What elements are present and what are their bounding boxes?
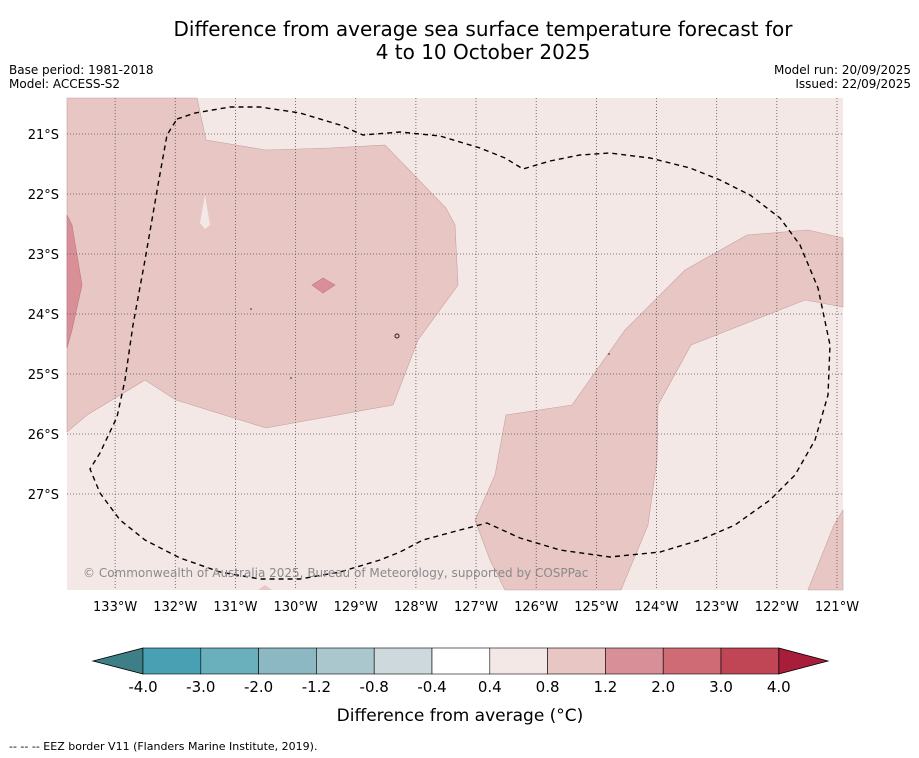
colorbar-bin (200, 647, 259, 675)
south-east-warm-band (474, 229, 844, 591)
colorbar-tick-label: -4.0 (128, 678, 157, 696)
lon-tick-label: 125°W (574, 600, 618, 615)
latitude-labels: 21°S 22°S 23°S 24°S 25°S 26°S 27°S (28, 128, 59, 503)
chart-title: Difference from average sea surface temp… (0, 18, 919, 64)
colorbar-extend-min (91, 647, 144, 675)
colorbar-tick-label: -1.2 (302, 678, 331, 696)
colorbar-label: Difference from average (°C) (337, 706, 584, 726)
lat-tick-label: 21°S (28, 128, 59, 143)
colorbar-bin (316, 647, 375, 675)
colorbar-extend-max (778, 647, 830, 675)
lat-tick-label: 25°S (28, 368, 59, 383)
meta-right: Model run: 20/09/2025 Issued: 22/09/2025 (774, 63, 911, 91)
map-area: © Commonwealth of Australia 2025, Bureau… (28, 97, 859, 615)
copyright-text: © Commonwealth of Australia 2025, Bureau… (83, 566, 588, 580)
colorbar-bin (605, 647, 664, 675)
colorbar-bin (547, 647, 606, 675)
lon-tick-label: 123°W (695, 600, 739, 615)
lon-tick-label: 132°W (153, 600, 197, 615)
lat-tick-label: 24°S (28, 308, 59, 323)
colorbar-bin (258, 647, 317, 675)
white-gap (200, 195, 210, 229)
south-east-corner-warm (807, 508, 844, 591)
longitude-labels: 133°W 132°W 131°W 130°W 129°W 128°W 127°W 126°W… (93, 600, 859, 615)
lon-tick-label: 127°W (454, 600, 498, 615)
lon-tick-label: 133°W (93, 600, 137, 615)
colorbar-bin (431, 647, 491, 675)
colorbar-bin (662, 647, 722, 675)
tiny-spot-3 (290, 377, 292, 379)
colorbar-tick-label: 0.8 (536, 678, 560, 696)
bottom-edge-warm (258, 585, 272, 590)
colorbar-tick-label: 3.0 (709, 678, 733, 696)
colorbar-tick-label: -3.0 (186, 678, 215, 696)
lat-tick-label: 22°S (28, 188, 59, 203)
title-line-2: 4 to 10 October 2025 (375, 40, 591, 64)
colorbar-tick-label: -0.8 (360, 678, 389, 696)
title-line-1: Difference from average sea surface temp… (173, 17, 793, 41)
tiny-spot-4 (608, 353, 610, 355)
colorbar-tick-label: -2.0 (244, 678, 273, 696)
base-period: Base period: 1981-2018 (9, 63, 154, 77)
anomaly-regions (66, 97, 844, 591)
lat-tick-label: 26°S (28, 428, 59, 443)
tiny-spot-1 (394, 333, 400, 339)
lon-tick-label: 126°W (514, 600, 558, 615)
map-gridlines (67, 98, 843, 590)
tiny-spot-2 (250, 308, 252, 310)
colorbar-tick-label: 0.4 (478, 678, 502, 696)
colorbar-tick-label: 4.0 (767, 678, 791, 696)
lon-tick-label: 131°W (213, 600, 257, 615)
colorbar-bin (373, 647, 433, 675)
colorbar-tick-label: 1.2 (593, 678, 617, 696)
eez-border (89, 106, 831, 580)
west-edge-warm-patch (66, 214, 83, 349)
central-warm-spot (311, 277, 336, 294)
north-west-warm-area (66, 97, 459, 433)
colorbar-bin (142, 647, 202, 675)
issued-date: Issued: 22/09/2025 (795, 77, 911, 91)
lon-tick-label: 122°W (755, 600, 799, 615)
model-name: Model: ACCESS-S2 (9, 77, 121, 91)
lat-tick-label: 27°S (28, 488, 59, 503)
model-run: Model run: 20/09/2025 (773, 63, 911, 77)
colorbar-tick-label: 2.0 (651, 678, 675, 696)
lon-tick-label: 128°W (394, 600, 438, 615)
lon-tick-label: 129°W (334, 600, 378, 615)
lon-tick-label: 121°W (815, 600, 859, 615)
footer-note: -- -- -- EEZ border V11 (Flanders Marine… (9, 740, 318, 753)
lon-tick-label: 130°W (274, 600, 318, 615)
lon-tick-label: 124°W (634, 600, 678, 615)
colorbar-tick-label: -0.4 (417, 678, 446, 696)
colorbar: -4.0 -3.0 -2.0 -1.2 -0.8 -0.4 0.4 0.8 1.2 2.0 3.0 4… (91, 647, 830, 696)
colorbar-bin (720, 647, 780, 675)
colorbar-bin (489, 647, 548, 675)
lat-tick-label: 23°S (28, 248, 59, 263)
meta-left: Base period: 1981-2018 Model: ACCESS-S2 (9, 63, 154, 91)
